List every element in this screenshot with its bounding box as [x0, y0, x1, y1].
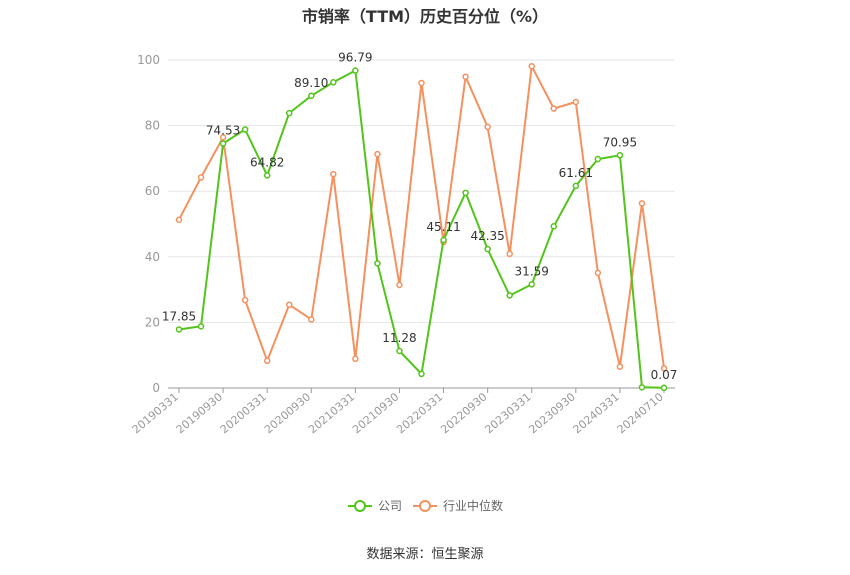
data-label-20: 70.95 — [603, 135, 637, 149]
data-point-1-10[interactable] — [396, 281, 403, 289]
series-layer — [175, 62, 668, 392]
y-tick-label-40: 40 — [145, 250, 160, 264]
legend-item-1[interactable]: 行业中位数 — [413, 498, 503, 513]
data-label-4: 64.82 — [250, 155, 284, 169]
data-point-0-22[interactable] — [660, 384, 668, 392]
data-label-10: 11.28 — [382, 331, 416, 345]
data-point-0-0[interactable] — [175, 326, 183, 333]
data-point-1-11[interactable] — [418, 79, 425, 87]
x-tick-label-20220930: 20220930 — [438, 390, 489, 436]
series-0 — [175, 67, 668, 392]
legend-label-0: 公司 — [378, 499, 402, 513]
data-point-1-9[interactable] — [374, 150, 381, 158]
data-labels: 17.85 74.53 64.82 89.10 96.79 11.28 45.11 42.35… — [162, 51, 678, 382]
x-tick-label-20230930: 20230930 — [526, 390, 577, 436]
x-tick-label-20220331: 20220331 — [394, 390, 445, 436]
data-label-16: 31.59 — [515, 264, 549, 278]
data-point-0-12[interactable] — [440, 236, 447, 244]
series-1 — [175, 62, 668, 372]
data-point-1-14[interactable] — [484, 123, 491, 131]
data-point-0-3[interactable] — [241, 126, 249, 133]
data-point-0-19[interactable] — [594, 155, 602, 163]
data-point-0-5[interactable] — [285, 109, 293, 117]
data-point-1-20[interactable] — [616, 363, 624, 370]
chart-title: 市销率（TTM）历史百分位（%） — [302, 7, 548, 26]
legend-swatch-marker-1 — [419, 500, 431, 512]
data-point-1-2[interactable] — [219, 134, 227, 141]
data-point-0-6[interactable] — [308, 92, 315, 100]
data-label-8: 96.79 — [338, 51, 372, 65]
source-text: 数据来源：恒生聚源 — [366, 547, 483, 562]
data-point-1-0[interactable] — [175, 216, 183, 223]
data-point-0-16[interactable] — [528, 281, 535, 288]
data-point-0-10[interactable] — [396, 347, 403, 355]
data-label-0: 17.85 — [162, 309, 196, 323]
x-axis: 2019033120190930202003312020093020210331… — [130, 387, 675, 436]
data-point-1-21[interactable] — [638, 200, 646, 207]
data-point-0-15[interactable] — [506, 292, 513, 299]
data-point-0-2[interactable] — [219, 140, 227, 147]
data-point-1-19[interactable] — [594, 269, 602, 277]
data-point-0-9[interactable] — [374, 260, 381, 267]
x-tick-label-20190930: 20190930 — [174, 390, 225, 436]
x-tick-label-20240331: 20240331 — [571, 390, 622, 436]
data-point-1-5[interactable] — [285, 301, 293, 308]
data-label-6: 89.10 — [294, 76, 328, 90]
data-point-0-7[interactable] — [330, 79, 337, 86]
data-point-0-8[interactable] — [352, 67, 359, 74]
data-point-1-6[interactable] — [308, 316, 315, 323]
y-axis: 0 20 40 60 80 100 — [137, 53, 160, 395]
gridlines — [168, 59, 675, 323]
data-point-0-4[interactable] — [263, 172, 271, 179]
data-label-2: 74.53 — [206, 124, 240, 138]
y-tick-label-100: 100 — [137, 53, 160, 67]
data-point-1-16[interactable] — [528, 62, 535, 70]
y-tick-label-0: 0 — [152, 381, 160, 395]
data-point-0-13[interactable] — [462, 189, 469, 197]
data-label-18: 61.61 — [559, 166, 593, 180]
data-point-1-17[interactable] — [550, 105, 558, 112]
data-point-0-21[interactable] — [638, 384, 646, 391]
y-tick-label-80: 80 — [145, 119, 160, 133]
x-tick-label-20240710: 20240710 — [615, 390, 666, 436]
legend[interactable]: 公司 行业中位数 — [348, 498, 503, 513]
data-point-1-8[interactable] — [352, 355, 359, 363]
data-label-14: 42.35 — [470, 229, 504, 243]
x-tick-label-20200331: 20200331 — [218, 390, 269, 436]
x-tick-label-20230331: 20230331 — [482, 390, 533, 436]
data-point-1-13[interactable] — [462, 73, 469, 80]
data-point-0-17[interactable] — [550, 223, 558, 230]
x-tick-label-20210930: 20210930 — [350, 390, 401, 436]
legend-item-0[interactable]: 公司 — [348, 499, 402, 513]
x-tick-label-20200930: 20200930 — [262, 390, 313, 436]
x-tick-label-20190331: 20190331 — [130, 390, 181, 436]
data-point-0-11[interactable] — [418, 370, 425, 378]
legend-swatch-marker-0 — [354, 500, 366, 512]
data-point-0-18[interactable] — [572, 182, 580, 190]
x-tick-label-20210331: 20210331 — [306, 390, 357, 436]
data-point-1-4[interactable] — [263, 357, 271, 365]
y-tick-label-60: 60 — [145, 184, 160, 198]
data-point-0-1[interactable] — [197, 323, 205, 330]
data-point-1-22[interactable] — [660, 365, 668, 372]
data-point-1-15[interactable] — [506, 250, 513, 258]
data-point-1-1[interactable] — [197, 174, 205, 181]
y-tick-label-20: 20 — [145, 315, 160, 329]
data-point-1-3[interactable] — [241, 296, 249, 304]
data-point-0-14[interactable] — [484, 245, 491, 253]
data-point-0-20[interactable] — [616, 152, 624, 159]
data-label-22: 0.07 — [651, 368, 678, 382]
data-point-1-18[interactable] — [572, 98, 580, 106]
legend-label-1: 行业中位数 — [443, 498, 503, 513]
data-label-12: 45.11 — [426, 220, 460, 234]
data-point-1-7[interactable] — [330, 170, 337, 178]
series-line-1 — [178, 65, 665, 369]
